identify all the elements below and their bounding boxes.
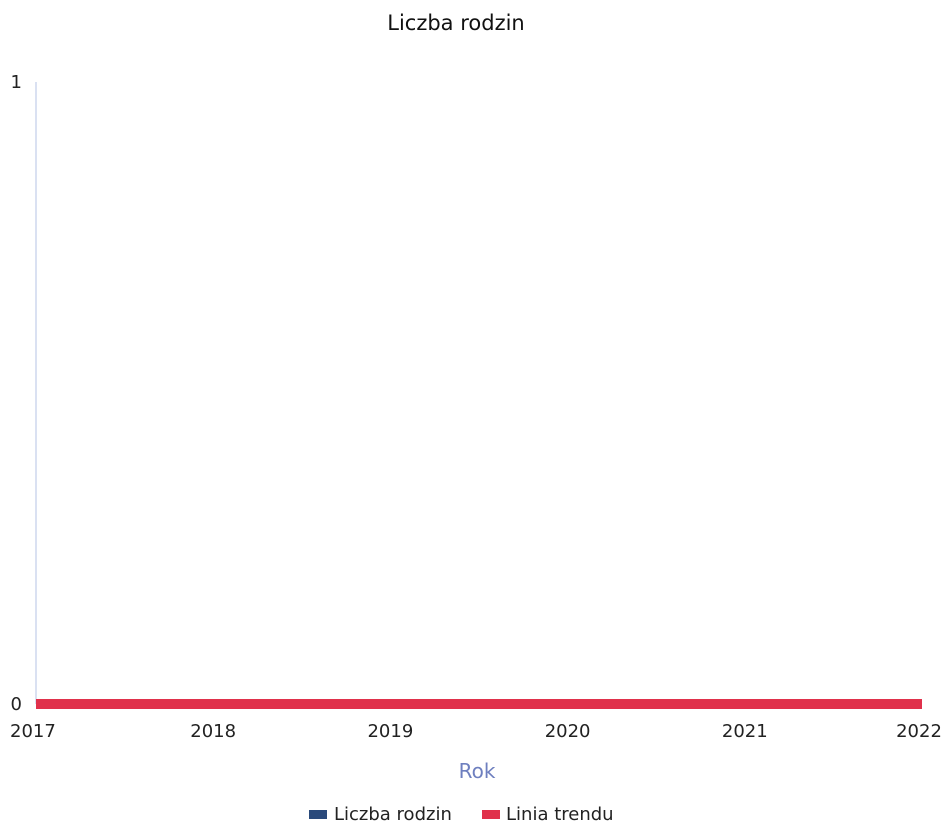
y-axis-ticks: 01 bbox=[11, 72, 22, 715]
legend: Liczba rodzin Linia trendu bbox=[309, 804, 614, 825]
x-tick-label: 2022 bbox=[896, 721, 942, 742]
x-axis-label: Rok bbox=[459, 759, 496, 783]
legend-swatch bbox=[309, 810, 327, 819]
x-tick-label: 2017 bbox=[10, 721, 56, 742]
chart-title: Liczba rodzin bbox=[387, 11, 525, 35]
x-tick-label: 2019 bbox=[367, 721, 413, 742]
y-tick-label: 1 bbox=[11, 72, 22, 93]
y-tick-label: 0 bbox=[11, 694, 22, 715]
legend-label: Linia trendu bbox=[506, 804, 614, 825]
x-tick-label: 2018 bbox=[190, 721, 236, 742]
x-tick-label: 2021 bbox=[722, 721, 768, 742]
x-tick-label: 2020 bbox=[545, 721, 591, 742]
x-axis-ticks: 2017 2018 2019 2020 2021 2022 bbox=[10, 721, 942, 742]
legend-label: Liczba rodzin bbox=[334, 804, 452, 825]
legend-swatch bbox=[482, 810, 500, 819]
